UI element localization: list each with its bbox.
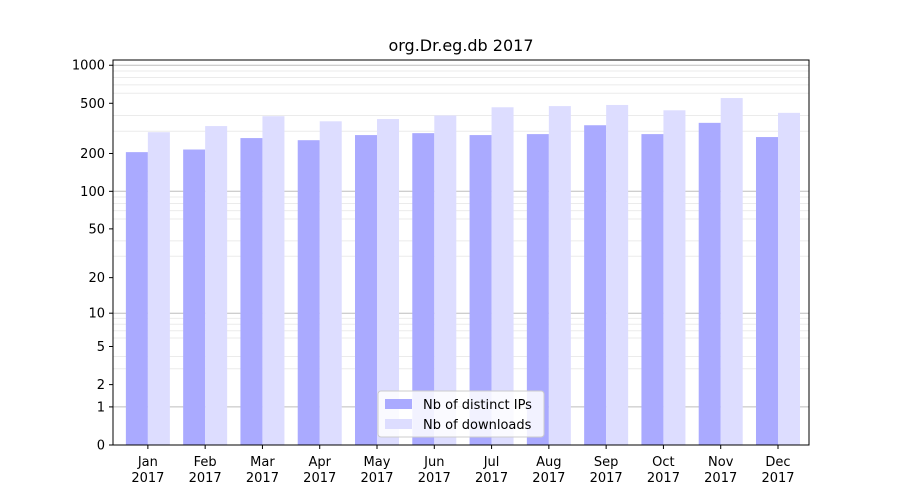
y-tick-label: 0 bbox=[97, 439, 105, 454]
y-tick-label: 100 bbox=[80, 185, 105, 200]
bar-downloads bbox=[720, 98, 743, 445]
x-tick-label: Dec 2017 bbox=[761, 455, 794, 486]
bar-downloads bbox=[319, 121, 342, 446]
grid-layer bbox=[113, 64, 809, 408]
bar-downloads bbox=[147, 132, 170, 445]
legend-label: Nb of downloads bbox=[423, 418, 532, 433]
bar-distinct-ips bbox=[698, 122, 721, 445]
bar-downloads bbox=[205, 126, 228, 445]
bar-distinct-ips bbox=[240, 138, 263, 445]
bar-downloads bbox=[377, 119, 400, 445]
x-tick-label: Jul 2017 bbox=[475, 455, 508, 486]
bar-distinct-ips bbox=[183, 149, 206, 445]
bar-distinct-ips bbox=[584, 125, 607, 446]
legend-swatch bbox=[385, 419, 412, 429]
x-tick-label: May 2017 bbox=[360, 455, 393, 486]
x-tick-label: Jun 2017 bbox=[418, 455, 451, 486]
bar-distinct-ips bbox=[297, 140, 320, 445]
bar-distinct-ips bbox=[125, 152, 148, 445]
bar-downloads bbox=[262, 116, 285, 445]
y-tick-label: 10 bbox=[88, 307, 105, 322]
x-tick-label: Sep 2017 bbox=[590, 455, 623, 486]
bar-distinct-ips bbox=[526, 134, 549, 445]
bar-downloads bbox=[663, 110, 686, 446]
bars-layer bbox=[125, 98, 800, 446]
y-tick-label: 50 bbox=[88, 222, 105, 237]
bar-downloads bbox=[548, 106, 571, 446]
x-tick-label: Feb 2017 bbox=[189, 455, 222, 486]
plot-frame bbox=[112, 59, 810, 446]
x-tick-label: Jan 2017 bbox=[131, 455, 164, 486]
legend-swatch bbox=[385, 399, 412, 409]
legend-label: Nb of distinct IPs bbox=[423, 398, 532, 413]
x-tick-label: Nov 2017 bbox=[704, 455, 737, 486]
legend: Nb of distinct IPs Nb of downloads bbox=[377, 390, 545, 438]
legend-box bbox=[377, 390, 545, 438]
y-tick-label: 5 bbox=[97, 340, 105, 355]
bar-downloads bbox=[777, 112, 800, 445]
x-tick-label: Apr 2017 bbox=[303, 455, 336, 486]
y-tick-label: 2 bbox=[97, 378, 105, 393]
bar-distinct-ips bbox=[469, 135, 492, 445]
bar-distinct-ips bbox=[412, 133, 435, 445]
bar-downloads bbox=[491, 107, 514, 445]
axes-layer: Jan 2017 Feb 2017 Mar 2017 Apr 2017 May 2017 Jun 20… bbox=[72, 59, 810, 486]
bar-distinct-ips bbox=[755, 137, 778, 445]
y-tick-label: 1 bbox=[97, 400, 105, 415]
x-tick-label: Mar 2017 bbox=[246, 455, 279, 486]
bar-distinct-ips bbox=[355, 135, 378, 445]
y-tick-label: 1000 bbox=[72, 59, 105, 74]
y-tick-label: 20 bbox=[88, 271, 105, 286]
bar-distinct-ips bbox=[641, 134, 664, 445]
x-tick-label: Oct 2017 bbox=[647, 455, 680, 486]
bar-downloads bbox=[434, 115, 457, 446]
x-tick-label: Aug 2017 bbox=[532, 455, 565, 486]
bar-downloads bbox=[606, 104, 629, 445]
y-tick-label: 500 bbox=[80, 97, 105, 112]
y-tick-label: 200 bbox=[80, 147, 105, 162]
chart-title: org.Dr.eg.db 2017 bbox=[388, 36, 533, 55]
